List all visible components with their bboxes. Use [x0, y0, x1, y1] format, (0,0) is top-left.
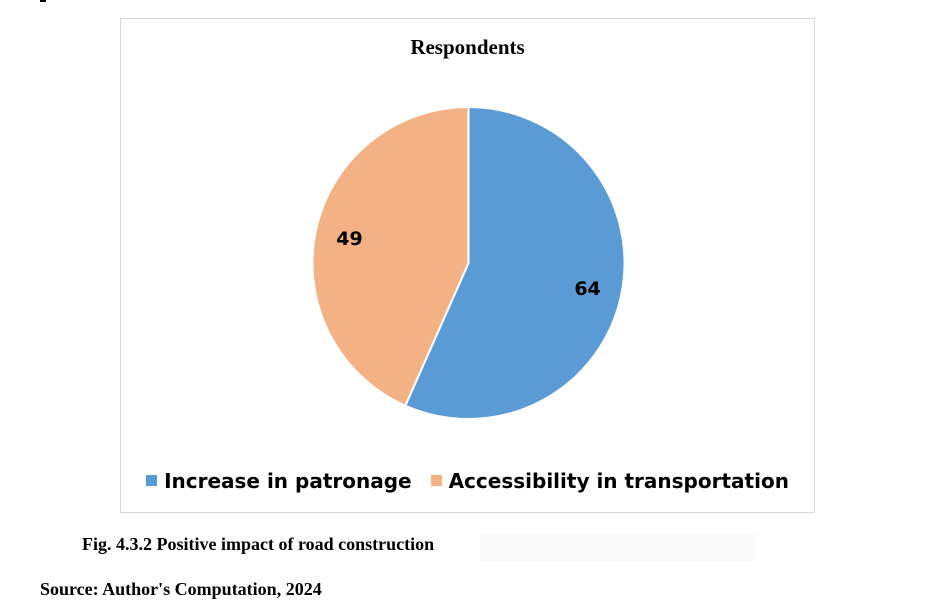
- page-edge-mark: [40, 0, 46, 2]
- legend-item-accessibility-in-transportation: Accessibility in transportation: [430, 469, 789, 493]
- legend-swatch-orange: [430, 475, 442, 486]
- chart-area: Respondents 64 49 Increase in patronage A…: [120, 18, 815, 513]
- legend: Increase in patronage Accessibility in t…: [121, 469, 814, 493]
- pie-slice-accessibility-in-transportation: [311, 105, 470, 407]
- figure-caption: Fig. 4.3.2 Positive impact of road const…: [82, 534, 435, 554]
- pie-slice-increase-in-patronage: [403, 105, 626, 420]
- chart-title: Respondents: [410, 35, 525, 59]
- legend-label-accessibility-in-transportation: Accessibility in transportation: [448, 469, 789, 493]
- data-label-accessibility-in-transportation: 49: [336, 228, 362, 250]
- legend-label-increase-in-patronage: Increase in patronage: [164, 469, 412, 493]
- legend-item-increase-in-patronage: Increase in patronage: [146, 469, 412, 493]
- source-note: Source: Author's Computation, 2024: [40, 579, 322, 599]
- data-label-increase-in-patronage: 64: [574, 278, 600, 300]
- caption-background-band: [480, 533, 756, 561]
- legend-swatch-blue: [146, 475, 158, 486]
- pie-chart: 64 49: [311, 105, 626, 420]
